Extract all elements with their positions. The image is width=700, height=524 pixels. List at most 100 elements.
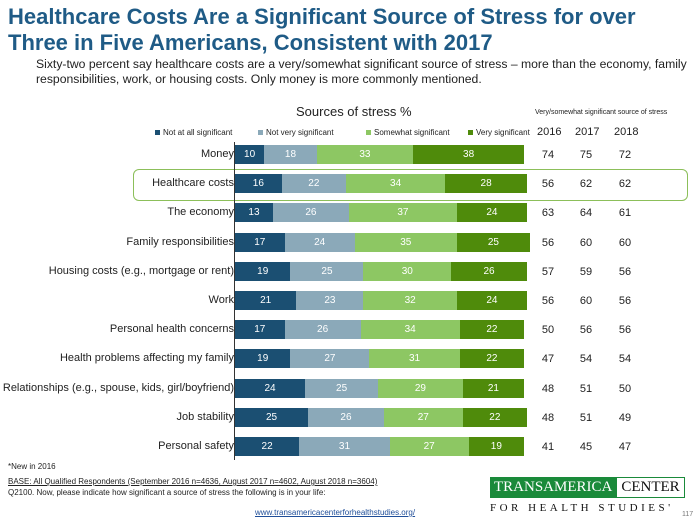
legend-swatch [366,130,371,135]
table-value: 72 [618,149,632,161]
bar-segment: 25 [456,232,530,252]
website-link[interactable]: www.transamericacenterforhealthstudies.o… [255,508,416,517]
bar-segment: 17 [235,232,285,252]
table-value: 56 [541,236,555,249]
bar-segment: 26 [451,261,527,281]
bar-segment: 22 [459,320,525,340]
table-value: 54 [579,353,593,366]
bar-segment: 35 [354,232,457,252]
table-value: 61 [618,207,632,220]
bar-segment: 22 [235,437,300,456]
table-value: 60 [579,236,593,249]
highlight-box [133,169,688,201]
table-value: 62 [618,178,632,191]
bar-segment: 26 [308,407,384,427]
slide-title: Healthcare Costs Are a Significant Sourc… [8,4,636,56]
bar-segment: 21 [235,291,297,310]
category-label: Work [208,294,234,306]
title-line: Healthcare Costs Are a Significant Sourc… [8,4,636,29]
table-value: 54 [618,353,632,366]
category-label: Personal health concerns [109,323,234,336]
table-title: Very/somewhat significant source of stre… [535,109,668,116]
bar-segment: 33 [316,145,414,164]
bar-segment: 24 [456,203,527,223]
bar-segment: 25 [235,407,308,427]
bar-segment: 24 [235,378,306,398]
category-label: Housing costs (e.g., mortgage or rent) [48,264,234,277]
table-value: 56 [541,178,555,191]
table-value: 41 [541,441,555,453]
bar-segment: 29 [378,378,463,398]
page-number: 117 [682,511,694,518]
table-value: 74 [541,149,555,161]
bar-segment: 32 [363,291,457,310]
legend-item: Not at all significant [155,128,232,137]
footnote: *New in 2016 [8,462,56,471]
category-label: The economy [167,206,234,219]
legend-label: Somewhat significant [374,128,450,137]
bar-segment: 26 [284,320,361,340]
legend-item: Not very significant [258,128,334,137]
bar-segment: 37 [348,203,457,223]
legend-swatch [258,130,263,135]
bar-segment: 19 [235,261,291,281]
table-value: 60 [618,236,632,249]
logo-subtitle: FOR HEALTH STUDIES' [490,502,674,514]
title-line: Three in Five Americans, Consistent with… [8,30,493,55]
category-label: Personal safety [158,440,234,452]
table-value: 45 [579,441,593,453]
table-value: 49 [618,411,632,424]
bar-segment: 25 [290,261,364,281]
bar-segment: 22 [459,349,525,369]
table-value: 51 [579,382,593,395]
bar-segment: 22 [281,174,346,194]
table-value: 62 [579,178,593,191]
legend-label: Not at all significant [163,128,233,137]
logo-word: CENTER [616,477,685,498]
table-value: 50 [541,324,555,337]
table-value: 60 [579,295,593,307]
table-value: 64 [579,207,593,220]
table-value: 48 [541,382,555,395]
legend-label: Not very significant [266,128,334,137]
table-value: 47 [541,353,555,366]
bar-segment: 19 [468,437,525,456]
bar-segment: 19 [235,349,291,369]
bar-segment: 27 [383,407,463,427]
legend-label: Very significant [476,128,530,137]
bar-segment: 31 [299,437,390,456]
bar-segment: 31 [369,349,460,369]
table-value: 56 [579,324,593,337]
bar-segment: 23 [296,291,364,310]
table-value: 56 [618,265,632,278]
table-value: 47 [618,441,632,453]
category-label: Health problems affecting my family [59,352,234,365]
bar-segment: 26 [272,203,349,223]
year-header: 2018 [614,126,639,138]
bar-segment: 21 [462,378,525,398]
bar-segment: 38 [413,145,525,164]
legend-swatch [155,130,160,135]
bar-segment: 18 [264,145,317,164]
chart-title: Sources of stress % [296,104,412,119]
bar-segment: 16 [235,174,282,194]
bar-segment: 24 [456,291,527,310]
bar-segment: 34 [360,320,460,340]
logo-word: TRANSAMERICA [490,477,617,498]
category-label: Relationships (e.g., spouse, kids, girl/… [2,381,234,394]
bar-segment: 27 [290,349,370,369]
category-label: Money [200,148,234,160]
question-note: Q2100. Now, please indicate how signific… [8,488,326,497]
table-value: 51 [579,411,593,424]
year-header: 2017 [575,126,600,138]
year-header: 2016 [537,126,562,138]
category-label: Job stability [176,410,234,423]
category-label: Healthcare costs [152,177,234,190]
bar-segment: 28 [445,174,527,194]
bar-segment: 34 [345,174,446,194]
table-value: 57 [541,265,555,278]
bar-segment: 17 [235,320,285,340]
legend-swatch [468,130,473,135]
bar-segment: 13 [235,203,273,223]
table-value: 63 [541,207,555,220]
